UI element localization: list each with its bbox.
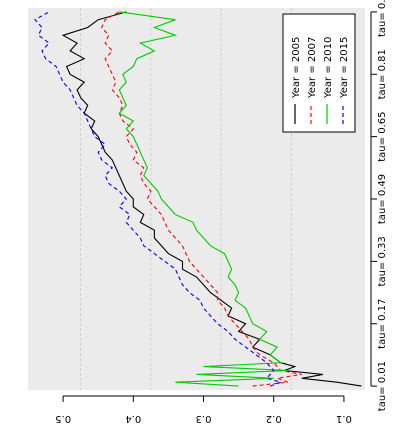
series-line-2 [118,11,288,387]
series-line-3 [34,11,283,387]
series-line-0 [61,11,362,387]
value-tick-label-0: 0.1 [336,413,352,424]
tau-tick-label-6: tau= 0.97 [377,0,388,37]
legend-label-2: Year = 2010 [323,37,334,99]
legend: Year = 2005 Year = 2007 Year = 2010 Year = … [282,13,356,133]
value-tick-label-1: 0.2 [266,413,282,424]
legend-label-0: Year = 2005 [291,37,302,99]
gridlines [80,8,292,390]
tau-tick-label-3: tau= 0.49 [377,174,388,224]
legend-label-3: Year = 2015 [339,37,350,99]
series-line-1 [101,11,302,387]
axes: 0.1 0.2 0.3 0.4 0.5 tau= 0.01 tau= 0.17 tau= 0.… [55,0,388,424]
series-lines [34,11,362,387]
tau-tick-label-2: tau= 0.33 [377,236,388,286]
value-tick-label-3: 0.4 [125,413,141,424]
tau-tick-label-1: tau= 0.17 [377,299,388,349]
value-tick-label-4: 0.5 [55,413,71,424]
value-tick-label-2: 0.3 [196,413,212,424]
tau-tick-label-0: tau= 0.01 [377,361,388,411]
tau-tick-label-4: tau= 0.65 [377,112,388,162]
tau-tick-label-5: tau= 0.81 [377,49,388,99]
legend-label-1: Year = 2007 [307,37,318,99]
